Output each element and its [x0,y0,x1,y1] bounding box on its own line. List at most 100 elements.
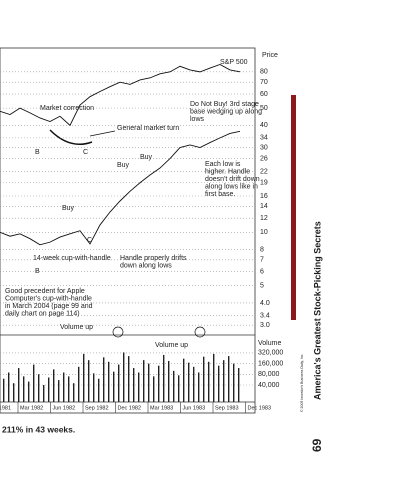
annotation: 14-week cup-with-handle [33,255,111,262]
volume-bar [118,364,120,402]
y-tick-label: 40 [260,122,268,129]
y-tick-label: 12 [260,215,268,222]
x-tick-label: Sep 1983 [215,405,239,411]
red-strip [291,95,296,320]
volume-bar [123,352,125,402]
y-tick-label: 8 [260,246,264,253]
volume-bar [198,372,200,402]
volume-bar [188,362,190,402]
volume-bar [103,357,105,402]
x-tick-label: Mar 1982 [20,405,43,411]
volume-bar [63,372,65,402]
annotation: Buy [140,154,153,161]
cup-curve [49,129,93,145]
y-tick-label: 19 [260,180,268,187]
y-tick-label: 22 [260,168,268,175]
volume-bar [43,385,45,402]
copyright: © 2009 Investor's Business Daily, Inc. [300,354,304,412]
volume-bar [128,356,130,402]
annotation: Handle properly drifts [120,255,187,262]
y-tick-label: 16 [260,193,268,200]
volume-bar [158,365,160,402]
volume-bar [78,366,80,402]
x-tick-label: Dec 1981 [0,405,11,411]
y-tick-label: 80 [260,69,268,76]
y-tick-label: 70 [260,79,268,86]
arrow [89,130,116,137]
y-tick-label: 26 [260,155,268,162]
price-line [0,130,241,246]
annotation: higher. Handle [205,168,250,175]
volume-bar [13,383,15,402]
volume-bar [18,368,20,402]
volume-bar [218,365,220,402]
annotation: B [35,149,40,156]
price-axis-label: Price [262,52,278,59]
volume-tick-label: 40,000 [258,382,280,389]
volume-bar [83,353,85,402]
volume-bar [233,363,235,402]
annotation: C [87,237,92,244]
volume-bar [93,373,95,402]
annotation: Good precedent for Apple [5,288,85,295]
x-tick-label: Jun 1983 [183,405,206,411]
annotation: C [83,149,88,156]
volume-axis-label: Volume [258,340,281,347]
x-tick-label: Dec 1983 [248,405,272,411]
annotation: first base. [205,191,235,198]
y-tick-label: 3.0 [260,322,270,329]
volume-bar [3,378,5,402]
volume-tick-label: 160,000 [258,360,283,367]
volume-bar [213,353,215,402]
volume-bar [168,360,170,402]
y-tick-label: 14 [260,203,268,210]
y-tick-label: 10 [260,229,268,236]
y-tick-label: 3.4 [260,312,270,319]
annotation: Computer's cup-with-handle [5,295,92,302]
volume-bar [228,356,230,402]
annotation: Buy [62,205,75,212]
volume-bar [133,368,135,402]
annotation: Buy [117,162,130,169]
y-tick-label: 7 [260,257,264,264]
annotation: daily chart on page 114) [5,310,80,317]
volume-bar [143,360,145,402]
volume-bar [53,369,55,402]
volume-bar [223,360,225,402]
volume-bar [33,364,35,402]
y-tick-label: 50 [260,105,268,112]
volume-bar [113,371,115,402]
annotation: Volume up [155,342,188,349]
caption: 211% in 43 weeks. [2,424,75,434]
volume-bar [138,372,140,402]
annotation: lows [190,116,205,123]
volume-bar [48,377,50,402]
volume-bar [208,361,210,402]
volume-bar [98,378,100,402]
volume-bar [173,370,175,402]
annotation: base wedging up along [190,108,262,115]
y-tick-label: 6 [260,269,264,276]
volume-bar [153,376,155,402]
y-tick-label: 4.0 [260,300,270,307]
volume-bar [183,358,185,402]
volume-tick-label: 80,000 [258,371,280,378]
volume-bar [193,366,195,402]
volume-bar [178,375,180,402]
annotation: Volume up [60,324,93,331]
annotation: down along lows [120,262,172,269]
volume-bar [58,380,60,402]
volume-bar [163,354,165,402]
volume-bar [23,376,25,402]
marker-icon [112,326,124,338]
x-tick-label: Jun 1982 [53,405,76,411]
volume-bar [88,360,90,402]
running-head: America's Greatest Stock-Picking Secrets [312,221,322,400]
volume-bar [73,383,75,402]
x-tick-label: Sep 1982 [85,405,109,411]
marker-icon [194,326,206,338]
volume-tick-label: 320,000 [258,350,283,357]
annotation: Each low is [205,161,241,168]
y-tick-label: 30 [260,144,268,151]
